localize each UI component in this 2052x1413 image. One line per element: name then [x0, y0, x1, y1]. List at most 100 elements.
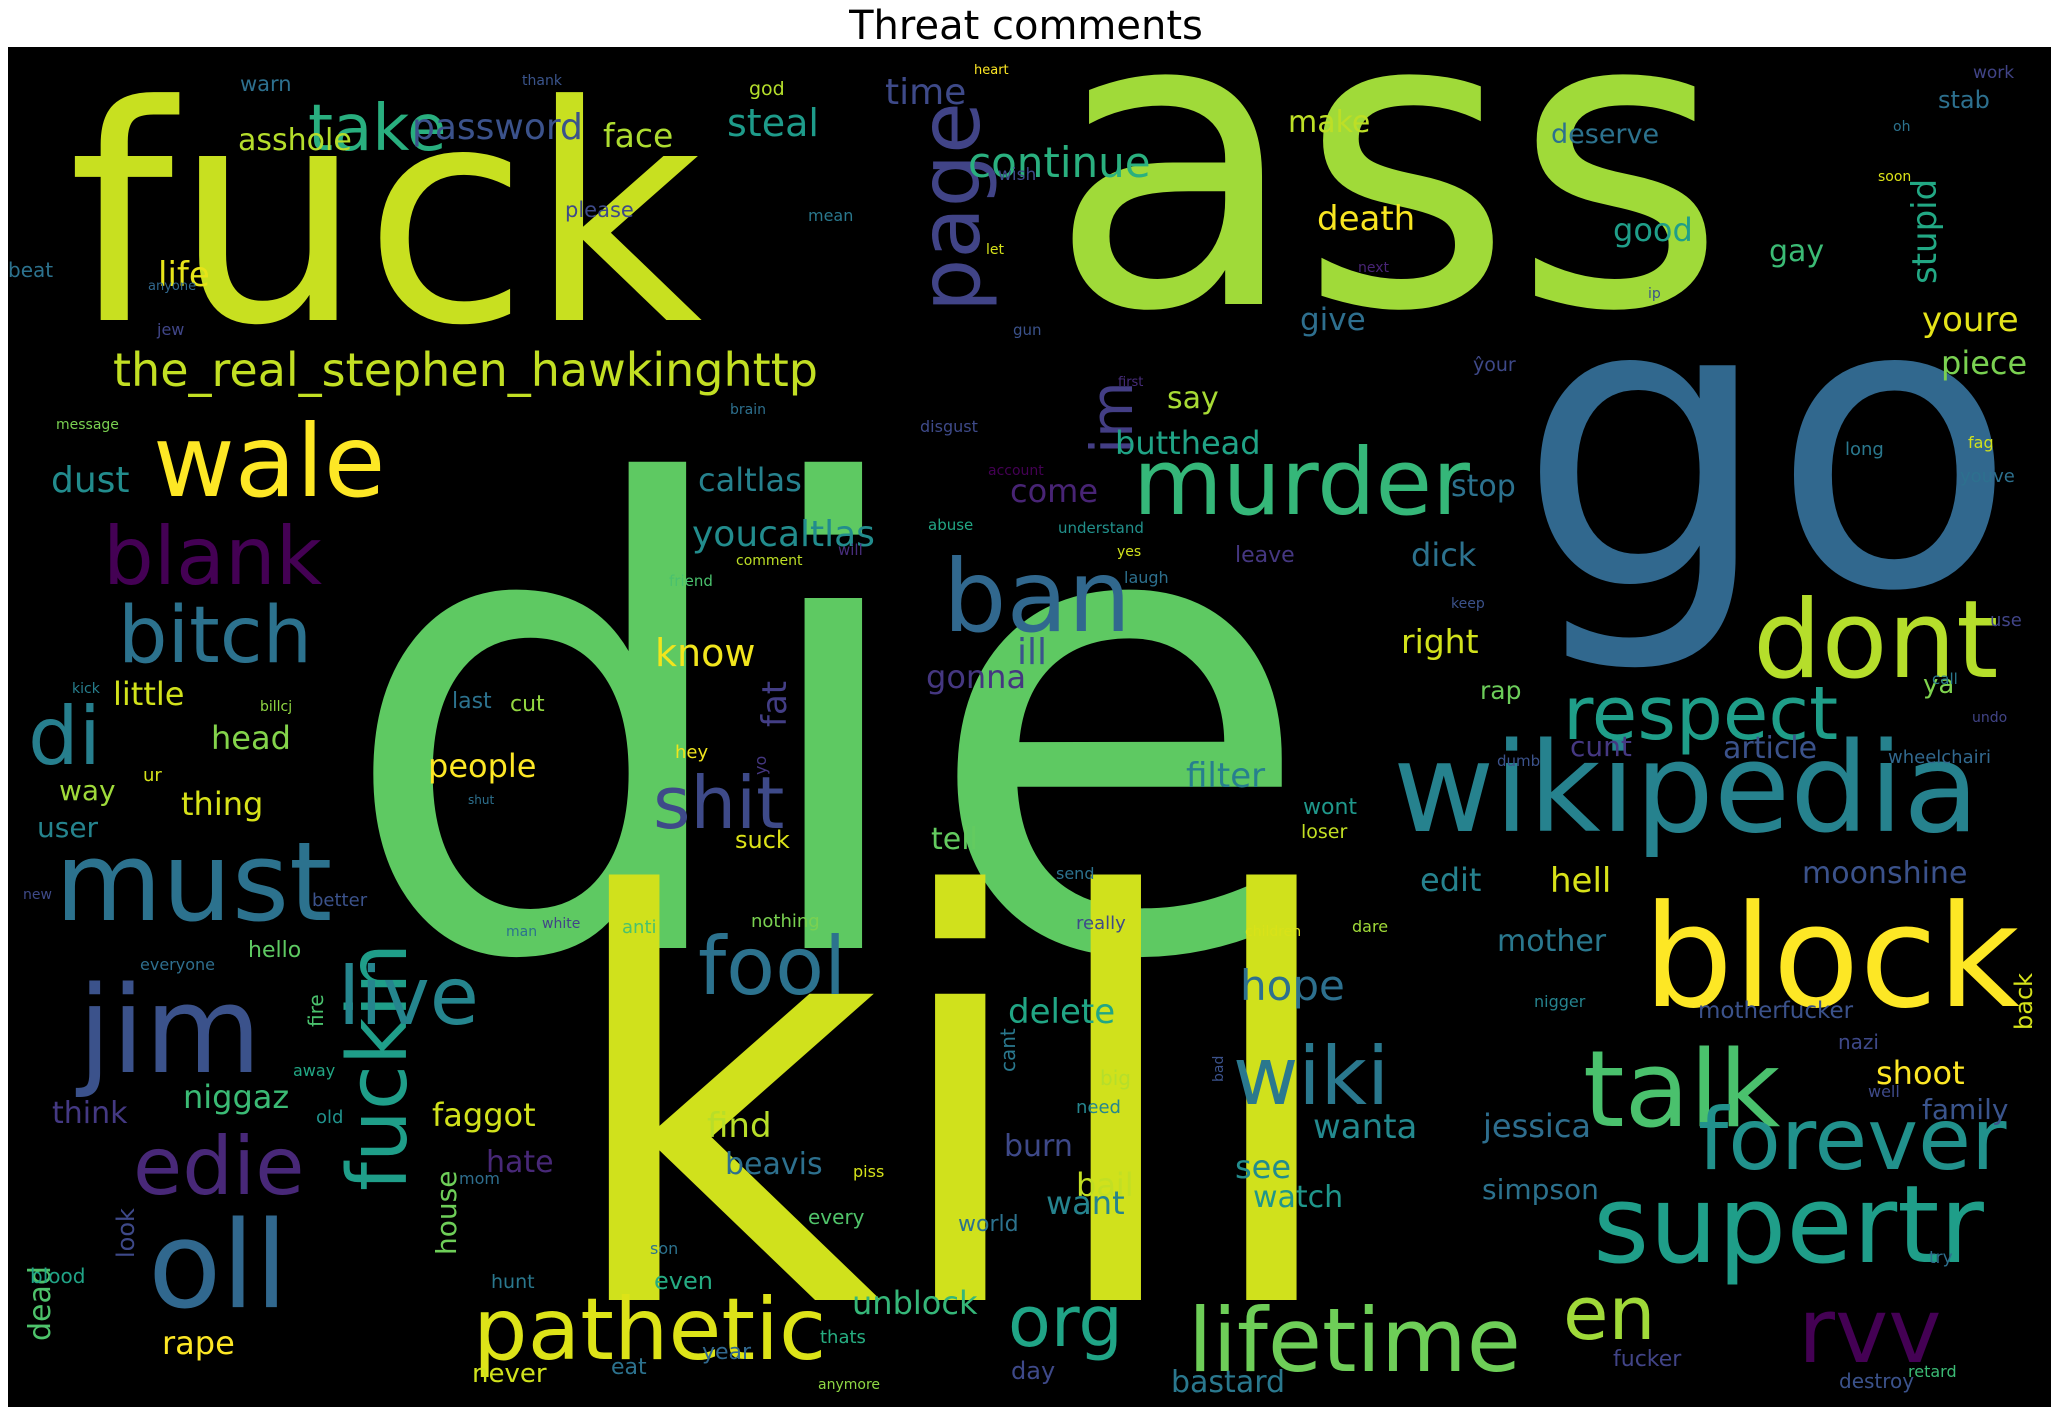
cloud-word: god [749, 78, 785, 100]
cloud-word: jim [78, 962, 262, 1101]
cloud-word: see [1235, 1148, 1292, 1186]
cloud-word: heart [974, 63, 1009, 78]
cloud-word: anti [622, 917, 657, 938]
cloud-word: watch [1253, 1180, 1344, 1215]
word-cloud: die ass kill fuck go wikipedia block supertr mus… [8, 47, 2051, 1407]
cloud-word: make [1288, 105, 1371, 140]
cloud-word: wont [1303, 795, 1358, 820]
cloud-word: faggot [432, 1096, 536, 1134]
cloud-word: beavis [725, 1147, 823, 1182]
cloud-word: shit [653, 761, 785, 845]
cloud-word: hope [1240, 961, 1345, 1010]
cloud-word: life [158, 255, 210, 295]
cloud-word: wish [998, 165, 1037, 185]
cloud-word: well [1868, 1082, 1900, 1101]
cloud-word: warn [240, 72, 292, 96]
cloud-word: en [1563, 1271, 1656, 1357]
cloud-word: youcaltlas [692, 514, 875, 555]
cloud-word: mother [1497, 924, 1607, 959]
cloud-word: fat [755, 680, 795, 727]
cloud-word: dont [1753, 578, 1999, 703]
cloud-word: wanta [1313, 1107, 1418, 1147]
cloud-word: niggaz [183, 1078, 290, 1116]
cloud-word: must [55, 818, 333, 946]
cloud-word: butthead [1115, 424, 1261, 462]
cloud-word: right [1401, 622, 1479, 661]
cloud-word: the_real_stephen_hawkinghttp [113, 343, 818, 397]
cloud-word: die [338, 354, 1316, 1099]
cloud-word: piece [1941, 344, 2028, 382]
cloud-word: bitch [118, 591, 313, 681]
cloud-word: tell [931, 822, 978, 857]
cloud-word: old [316, 1107, 344, 1128]
cloud-word: back [2010, 972, 2038, 1030]
cloud-word: understand [1058, 519, 1144, 537]
cloud-word: wale [153, 403, 386, 520]
cloud-word: respect [1563, 671, 1839, 757]
cloud-word: forever [1698, 1090, 2007, 1190]
cloud-word: simpson [1482, 1173, 1599, 1206]
cloud-word: work [1973, 63, 2015, 83]
cloud-word: edit [1420, 861, 1482, 899]
cloud-word: need [1076, 1097, 1121, 1118]
cloud-word: retard [1908, 1362, 1957, 1381]
cloud-word: user [37, 811, 99, 844]
cloud-word: house [430, 1170, 463, 1255]
cloud-word: fuck [68, 47, 703, 391]
cloud-word: send [1056, 864, 1095, 883]
cloud-word: rvv [1798, 1279, 1942, 1384]
cloud-word: really [1076, 913, 1126, 934]
cloud-word: even [654, 1267, 713, 1295]
cloud-word: murder [1133, 429, 1470, 536]
cloud-word: rape [162, 1324, 235, 1362]
cloud-word: undo [1972, 710, 2008, 726]
cloud-word: thing [181, 785, 264, 823]
cloud-word: hey [675, 742, 709, 763]
cloud-word: article [1723, 731, 1818, 766]
cloud-word: cut [510, 692, 545, 717]
cloud-word: everyone [140, 955, 215, 974]
cloud-word: ban [943, 538, 1132, 655]
cloud-word: big [1100, 1066, 1131, 1090]
chart-title: Threat comments [849, 3, 1203, 49]
cloud-word: son [650, 1239, 679, 1258]
cloud-word: take [308, 92, 447, 166]
cloud-word: nothing [751, 911, 820, 932]
cloud-word: first [1118, 375, 1144, 390]
cloud-word: say [1167, 381, 1219, 416]
cloud-word: blank [103, 510, 323, 603]
cloud-word: fag [1968, 433, 1994, 452]
cloud-word: shoot [1876, 1054, 1965, 1092]
cloud-word: nigger [1534, 992, 1586, 1011]
cloud-word: di [28, 690, 102, 783]
cloud-word: youre [1922, 300, 2019, 340]
cloud-word: cunt [1570, 730, 1632, 763]
cloud-word: day [1011, 1357, 1056, 1385]
cloud-word: fucker [1613, 1347, 1682, 1372]
cloud-word: hell [1550, 861, 1612, 901]
cloud-word: ip [1648, 286, 1661, 302]
cloud-word: beat [8, 258, 54, 282]
cloud-word: yo [751, 755, 770, 775]
cloud-word: wikipedia [1393, 717, 1980, 861]
cloud-word: fool [698, 920, 847, 1013]
cloud-word: good [1613, 211, 1693, 249]
cloud-word: white [542, 916, 581, 932]
cloud-word: live [338, 950, 480, 1043]
cloud-word: find [707, 1106, 772, 1146]
cloud-word: suck [735, 826, 790, 854]
cloud-word: man [506, 924, 538, 940]
cloud-word: try [1929, 1248, 1953, 1268]
cloud-word: people [428, 747, 537, 785]
cloud-word: bad [1211, 1055, 1227, 1082]
cloud-word: family [1922, 1093, 2009, 1126]
cloud-word: year [702, 1340, 752, 1365]
cloud-word: kill [558, 781, 1350, 1407]
cloud-word: will [838, 541, 863, 559]
cloud-word: anyone [148, 279, 197, 294]
cloud-word: jessica [1483, 1107, 1592, 1145]
cloud-word: go [1518, 214, 2017, 679]
cloud-word: face [603, 116, 674, 155]
cloud-word: keep [1451, 596, 1485, 612]
cloud-word: oh [1893, 119, 1911, 135]
